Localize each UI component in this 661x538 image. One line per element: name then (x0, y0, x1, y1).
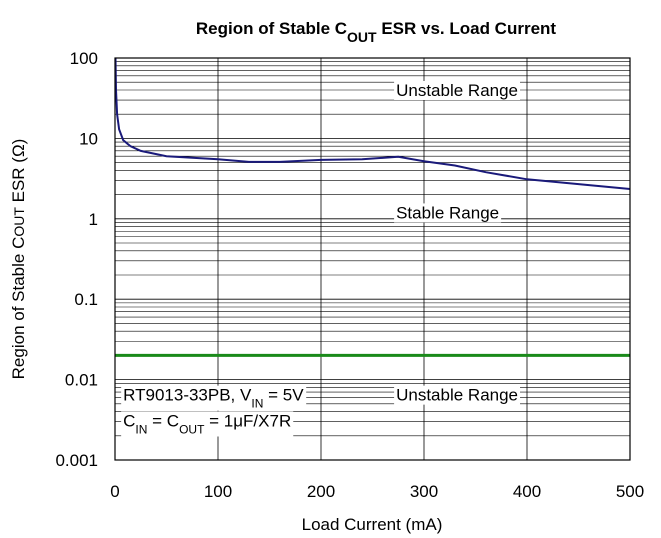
text-segment: ESR (Ω) (9, 139, 28, 207)
annotation: Stable Range (396, 203, 499, 222)
text-segment: C (123, 411, 135, 430)
text-segment: OUT (11, 207, 27, 237)
text-segment: Unstable Range (396, 386, 518, 405)
annotation-bg (121, 385, 307, 411)
x-axis-label: Load Current (mA) (302, 515, 443, 534)
chart-title: Region of Stable COUT ESR vs. Load Curre… (196, 19, 557, 45)
x-tick-label: 200 (307, 482, 335, 501)
y-tick-label: 0.001 (55, 451, 98, 470)
text-segment: RT9013-33PB, V (123, 386, 252, 405)
annotation-bg (394, 203, 502, 223)
annotation-bg (121, 411, 294, 437)
y-tick-label: 10 (79, 129, 98, 148)
annotation-bg (394, 80, 521, 100)
y-tick-label: 0.01 (65, 371, 98, 390)
annotation: CIN = COUT = 1μF/X7R (123, 411, 291, 436)
text-segment: IN (135, 422, 147, 436)
y-tick-label: 1 (89, 210, 98, 229)
annotation-bg (394, 385, 521, 405)
annotation: Unstable Range (396, 386, 518, 405)
text-segment: Region of Stable C (9, 237, 28, 380)
text-segment: Region of Stable C (196, 19, 347, 38)
annotation: RT9013-33PB, VIN = 5V (123, 386, 304, 411)
text-segment: = 5V (263, 386, 304, 405)
text-segment: OUT (347, 29, 377, 45)
y-tick-label: 0.1 (74, 290, 98, 309)
x-tick-label: 400 (513, 482, 541, 501)
text-segment: = 1μF/X7R (204, 411, 291, 430)
text-segment: IN (251, 397, 263, 411)
text-segment: = C (147, 411, 179, 430)
annotation: Unstable Range (396, 81, 518, 100)
text-segment: Unstable Range (396, 81, 518, 100)
x-tick-label: 100 (204, 482, 232, 501)
data-line (114, 57, 631, 190)
text-segment: OUT (179, 422, 205, 436)
x-tick-label: 0 (110, 482, 119, 501)
y-tick-label: 100 (70, 49, 98, 68)
text-segment: Stable Range (396, 203, 499, 222)
x-tick-label: 500 (616, 482, 644, 501)
text-segment: ESR vs. Load Current (377, 19, 557, 38)
y-axis-label: Region of Stable COUT ESR (Ω) (9, 139, 28, 380)
plot-frame (114, 57, 631, 461)
x-tick-label: 300 (410, 482, 438, 501)
